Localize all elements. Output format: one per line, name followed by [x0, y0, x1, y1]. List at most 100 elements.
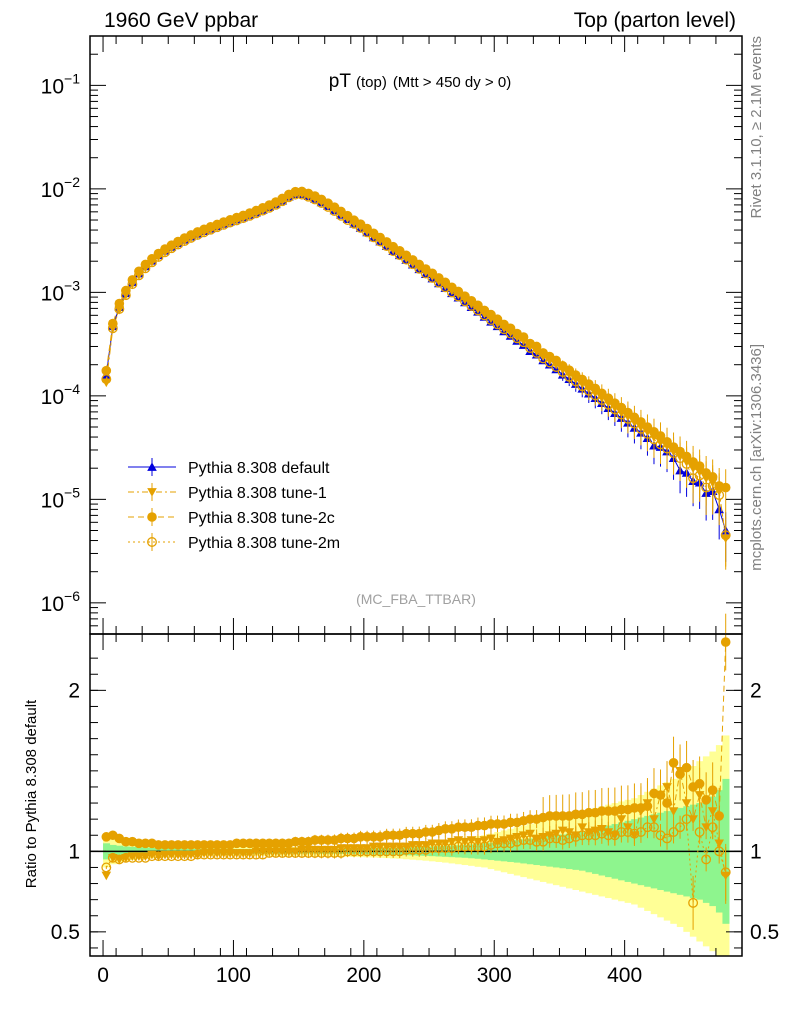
ratio-point: [668, 827, 679, 837]
main-point: [518, 337, 529, 348]
ratio-point: [479, 841, 490, 852]
ratio-point: [512, 836, 523, 847]
ratio-point: [440, 843, 451, 854]
ratio-point: [349, 846, 360, 857]
ratio-point: [407, 844, 418, 855]
main-point: [133, 270, 144, 281]
ratio-point: [518, 835, 529, 846]
ratio-point: [381, 846, 392, 857]
ratio-point: [720, 637, 731, 647]
ratio-point: [316, 848, 327, 858]
ratio-point: [264, 848, 275, 858]
main-point: [590, 390, 601, 401]
ratio-point: [681, 762, 692, 773]
ratio-point: [642, 801, 653, 812]
main-point: [609, 404, 620, 415]
ratio-frame: [89, 633, 743, 957]
main-point: [414, 263, 425, 274]
ratio-xtick-label: 0: [97, 964, 109, 987]
ratio-point: [394, 846, 405, 857]
ratio-point: [557, 835, 568, 846]
main-point: [681, 458, 692, 469]
main-ytick-exp: −4: [64, 381, 80, 397]
main-point: [701, 482, 712, 493]
ratio-point: [186, 851, 197, 862]
main-point: [707, 480, 718, 491]
main-point: [381, 241, 392, 252]
main-ytick-exp: −2: [64, 174, 80, 190]
ratio-point: [577, 830, 588, 841]
ratio-point: [179, 851, 190, 862]
main-point: [551, 362, 562, 372]
main-point: [355, 222, 366, 233]
main-point: [662, 443, 672, 454]
ratio-point: [101, 871, 112, 881]
main-point: [375, 236, 386, 247]
ratio-point: [649, 822, 659, 833]
ratio-point: [668, 758, 679, 768]
main-point: [362, 227, 373, 238]
main-ytick-label: 10−6: [41, 588, 81, 616]
ratio-point: [355, 846, 366, 857]
ratio-point: [225, 849, 236, 860]
legend: Pythia 8.308 default Pythia 8.308 tune-1 P…: [128, 458, 340, 552]
main-ytick-base: 10: [41, 179, 64, 202]
ratio-point: [675, 769, 685, 779]
main-point: [596, 395, 607, 406]
ratio-point: [681, 814, 692, 825]
ratio-point: [290, 848, 301, 858]
ratio-point: [499, 838, 509, 849]
ratio-point: [101, 862, 112, 873]
legend-label: Pythia 8.308 tune-1: [188, 485, 327, 502]
legend-label: Pythia 8.308 default: [188, 460, 330, 477]
ratio-point: [133, 852, 144, 863]
ratio-point: [544, 833, 555, 844]
ratio-point: [199, 849, 210, 860]
ratio-point: [238, 849, 249, 860]
main-point: [146, 257, 157, 268]
main-ytick-base: 10: [41, 593, 64, 616]
ratio-point: [662, 833, 672, 844]
header-right: Top (parton level): [574, 9, 736, 32]
ratio-ytick-label: 0.5: [51, 921, 80, 944]
rivet-label: Rivet 3.1.10, ≥ 2.1M events: [748, 36, 765, 219]
ratio-point: [173, 851, 183, 862]
main-point: [225, 217, 236, 228]
ratio-point: [622, 827, 633, 837]
main-point: [642, 428, 653, 439]
main-point: [205, 224, 216, 235]
ratio-point: [707, 822, 718, 833]
ratio-point: [140, 852, 151, 863]
main-ytick-base: 10: [41, 282, 64, 305]
main-panel: 10−610−510−410−310−210−1: [41, 35, 743, 635]
main-point: [459, 296, 470, 307]
main-point: [101, 374, 112, 385]
ratio-point: [244, 849, 255, 860]
main-ytick-exp: −1: [64, 70, 80, 86]
ratio-point: [596, 828, 607, 839]
ratio-point: [453, 841, 464, 852]
main-point: [492, 319, 503, 330]
plot-title: pT (top) (Mtt > 450 dy > 0): [329, 71, 511, 92]
ratio-point: [160, 851, 170, 862]
ratio-point: [583, 830, 594, 841]
ratio-series-line: [105, 817, 727, 903]
main-ytick-exp: −5: [64, 484, 80, 500]
main-point: [244, 210, 255, 221]
ratio-point: [486, 839, 496, 850]
main-point: [140, 263, 151, 274]
main-point: [264, 202, 275, 213]
main-point: [583, 385, 594, 396]
ratio-xtick-label: 400: [607, 964, 642, 987]
ratio-point: [120, 852, 131, 863]
ratio-point: [446, 843, 457, 854]
ratio-point: [218, 849, 229, 860]
legend-label: Pythia 8.308 tune-2c: [188, 510, 335, 527]
main-ytick-label: 10−3: [41, 277, 81, 305]
main-point: [283, 192, 294, 203]
main-point: [296, 189, 307, 200]
ratio-ytick-label-right: 2: [750, 679, 762, 702]
ratio-point: [401, 844, 412, 855]
ratio-point: [153, 851, 164, 862]
